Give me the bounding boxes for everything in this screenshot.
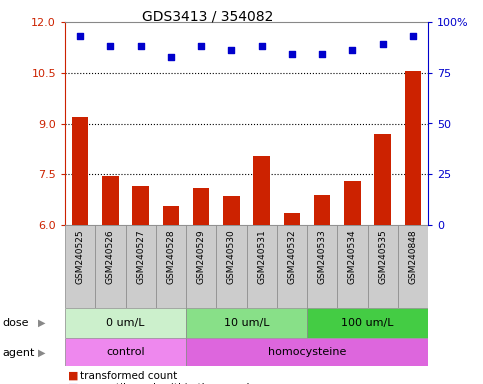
Bar (223, 196, 240, 225)
Bar (186, 308, 307, 338)
Bar (65, 225, 95, 308)
Text: 100 um/L: 100 um/L (341, 318, 394, 328)
Text: GSM240526: GSM240526 (106, 229, 115, 284)
Bar (132, 186, 149, 225)
Text: GSM240527: GSM240527 (136, 229, 145, 284)
Text: 0 um/L: 0 um/L (106, 318, 145, 328)
Bar (193, 188, 210, 225)
Point (107, 43, 114, 50)
Bar (337, 225, 368, 308)
Point (288, 51, 296, 58)
Text: GSM240525: GSM240525 (76, 229, 85, 284)
Text: GSM240528: GSM240528 (166, 229, 175, 284)
Bar (163, 206, 179, 225)
Bar (344, 181, 361, 225)
Text: GSM240848: GSM240848 (408, 229, 417, 284)
Bar (95, 225, 126, 308)
Point (227, 47, 235, 53)
Text: homocysteine: homocysteine (268, 347, 346, 357)
Bar (65, 308, 186, 338)
Bar (368, 225, 398, 308)
Text: GSM240533: GSM240533 (318, 229, 327, 284)
Bar (307, 308, 428, 338)
Text: GSM240531: GSM240531 (257, 229, 266, 284)
Text: agent: agent (2, 348, 34, 358)
Text: ▶: ▶ (38, 348, 45, 358)
Bar (246, 225, 277, 308)
Text: GSM240529: GSM240529 (197, 229, 206, 284)
Point (197, 43, 205, 50)
Point (409, 33, 417, 39)
Text: ■: ■ (68, 371, 79, 381)
Text: 10 um/L: 10 um/L (224, 318, 269, 328)
Bar (186, 225, 216, 308)
Point (318, 51, 326, 58)
Bar (65, 338, 186, 366)
Point (137, 43, 144, 50)
Point (167, 53, 175, 60)
Text: GSM240530: GSM240530 (227, 229, 236, 284)
Text: ■: ■ (68, 383, 79, 384)
Bar (307, 225, 337, 308)
Point (258, 43, 266, 50)
Text: GDS3413 / 354082: GDS3413 / 354082 (142, 10, 273, 24)
Text: dose: dose (2, 318, 28, 328)
Bar (284, 213, 300, 225)
Bar (72, 117, 88, 225)
Bar (126, 225, 156, 308)
Bar (374, 134, 391, 225)
Bar (102, 176, 119, 225)
Bar (398, 225, 428, 308)
Bar (314, 195, 330, 225)
Text: ▶: ▶ (38, 318, 45, 328)
Bar (216, 225, 246, 308)
Text: percentile rank within the sample: percentile rank within the sample (80, 383, 256, 384)
Bar (186, 338, 428, 366)
Bar (156, 225, 186, 308)
Text: GSM240535: GSM240535 (378, 229, 387, 284)
Bar (253, 156, 270, 225)
Point (379, 41, 386, 47)
Point (349, 47, 356, 53)
Text: transformed count: transformed count (80, 371, 177, 381)
Point (76, 33, 84, 39)
Bar (405, 71, 421, 225)
Text: GSM240534: GSM240534 (348, 229, 357, 284)
Text: control: control (106, 347, 145, 357)
Bar (277, 225, 307, 308)
Text: GSM240532: GSM240532 (287, 229, 297, 284)
